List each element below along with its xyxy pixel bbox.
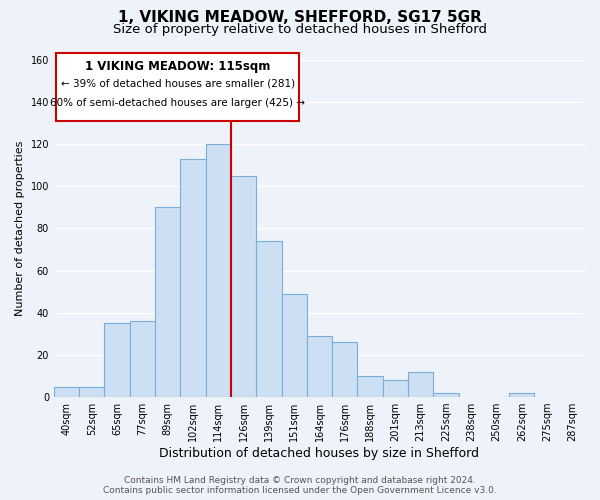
Bar — [130, 321, 155, 397]
Text: 60% of semi-detached houses are larger (425) →: 60% of semi-detached houses are larger (… — [50, 98, 305, 108]
Bar — [433, 393, 458, 397]
Text: Contains HM Land Registry data © Crown copyright and database right 2024.
Contai: Contains HM Land Registry data © Crown c… — [103, 476, 497, 495]
Bar — [155, 208, 181, 397]
Bar — [408, 372, 433, 397]
Bar — [509, 393, 535, 397]
Bar — [307, 336, 332, 397]
Bar — [281, 294, 307, 397]
X-axis label: Distribution of detached houses by size in Shefford: Distribution of detached houses by size … — [160, 447, 479, 460]
Bar — [231, 176, 256, 397]
Bar — [79, 386, 104, 397]
Bar — [181, 159, 206, 397]
Bar — [358, 376, 383, 397]
Bar — [383, 380, 408, 397]
Text: 1 VIKING MEADOW: 115sqm: 1 VIKING MEADOW: 115sqm — [85, 60, 271, 72]
Bar — [206, 144, 231, 397]
Text: 1, VIKING MEADOW, SHEFFORD, SG17 5GR: 1, VIKING MEADOW, SHEFFORD, SG17 5GR — [118, 10, 482, 25]
Bar — [104, 324, 130, 397]
Bar — [54, 386, 79, 397]
Bar — [332, 342, 358, 397]
Bar — [256, 241, 281, 397]
Text: Size of property relative to detached houses in Shefford: Size of property relative to detached ho… — [113, 22, 487, 36]
Text: ← 39% of detached houses are smaller (281): ← 39% of detached houses are smaller (28… — [61, 78, 295, 88]
FancyBboxPatch shape — [56, 54, 299, 121]
Y-axis label: Number of detached properties: Number of detached properties — [15, 140, 25, 316]
